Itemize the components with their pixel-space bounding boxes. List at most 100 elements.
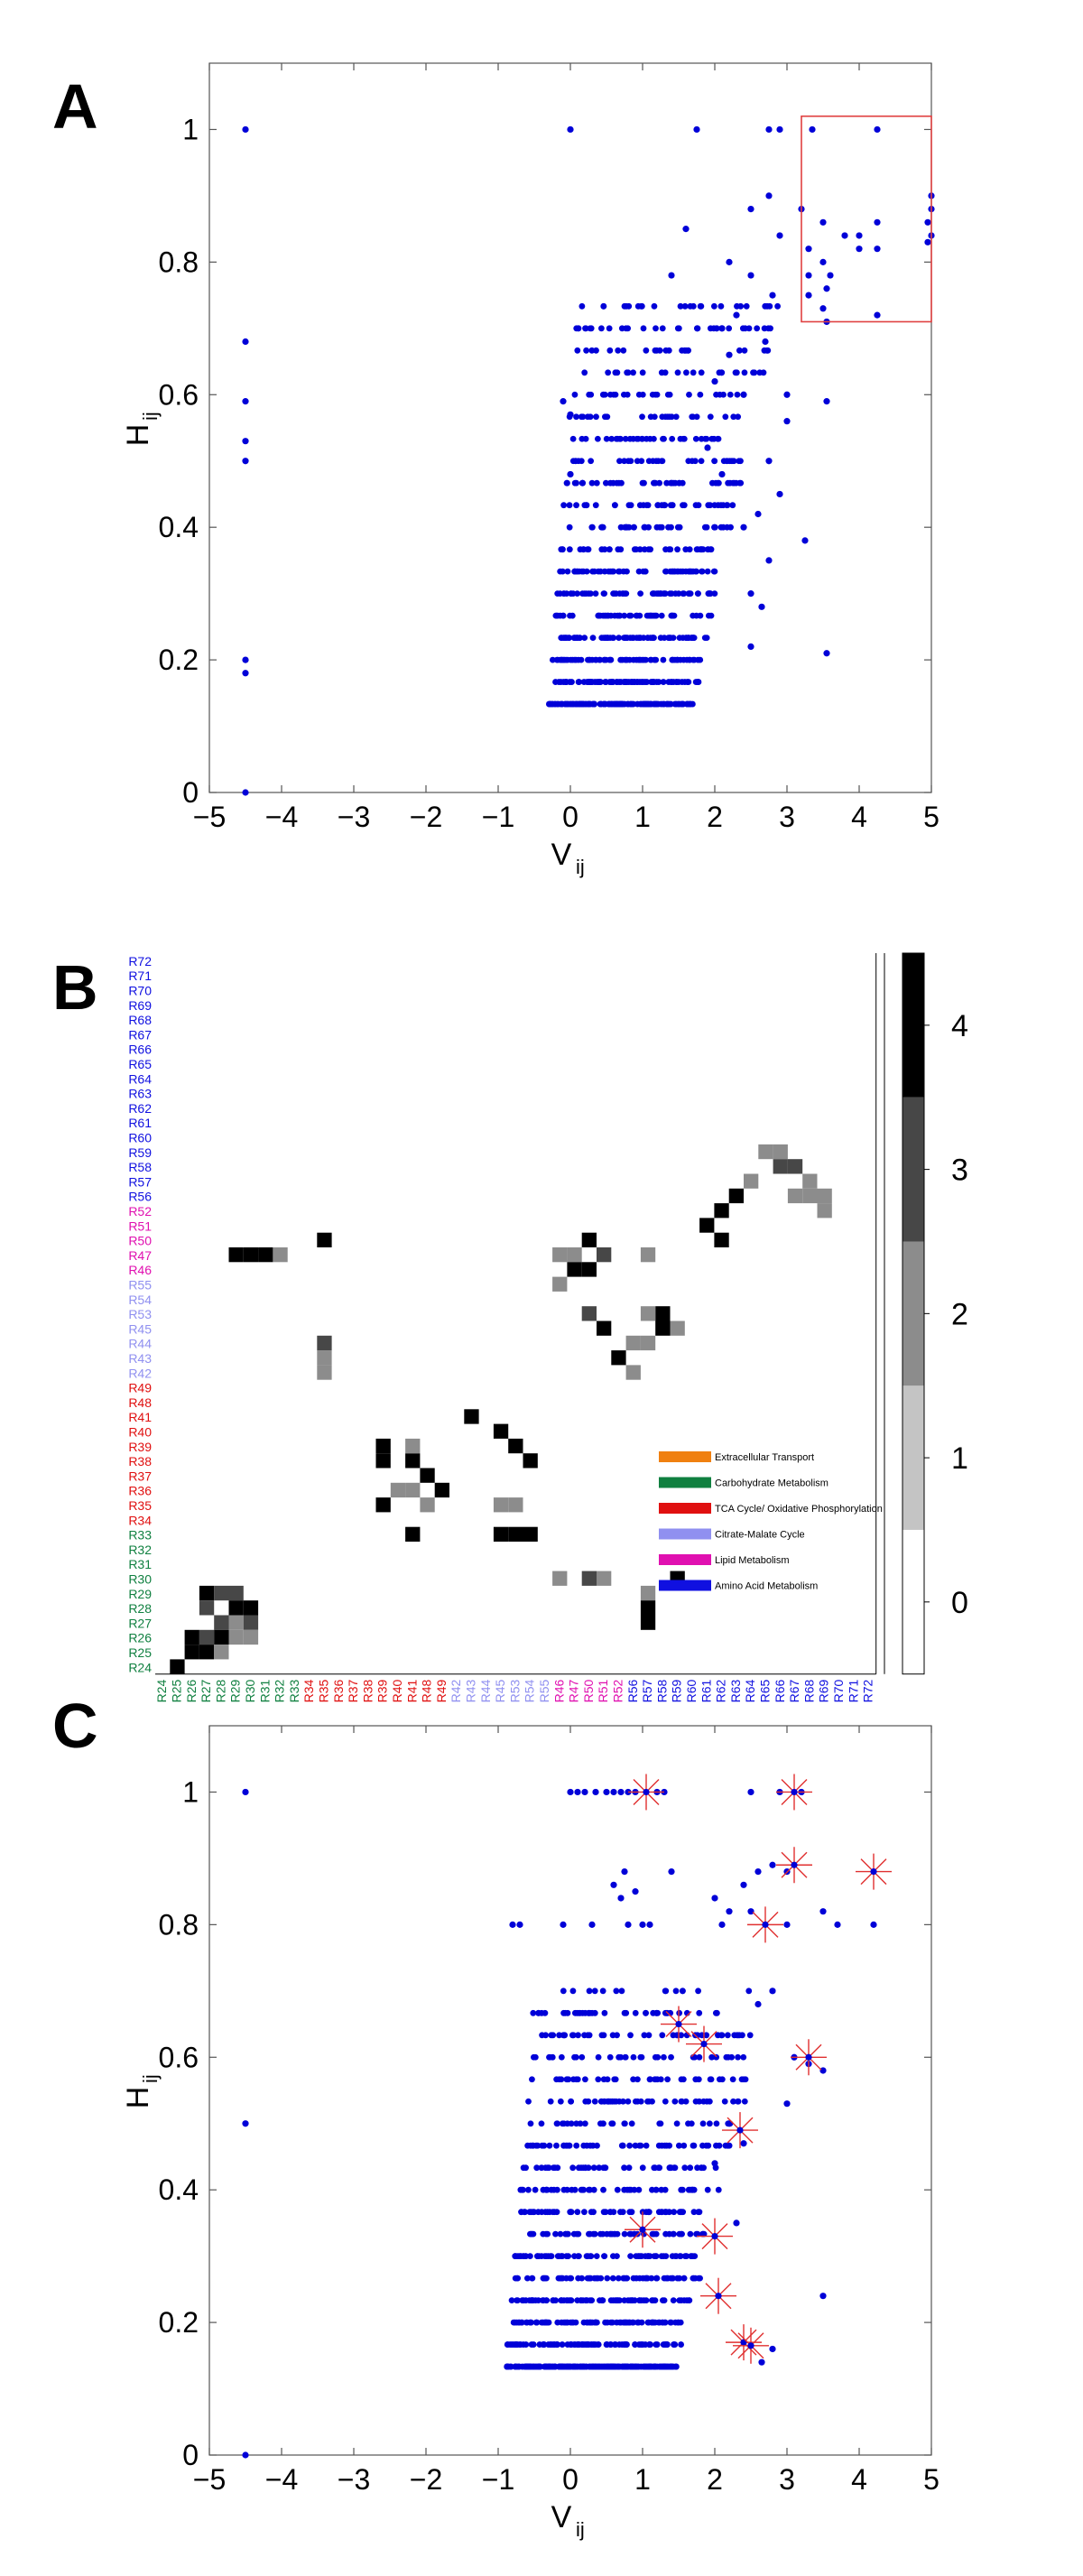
row-label: R34 xyxy=(128,1513,152,1527)
data-point xyxy=(666,2230,673,2238)
data-point xyxy=(766,302,773,310)
data-point xyxy=(718,369,726,376)
column-label: R71 xyxy=(846,1679,860,1702)
data-point xyxy=(619,656,625,663)
data-point xyxy=(693,125,700,134)
data-point xyxy=(680,568,687,575)
data-point xyxy=(654,502,662,509)
data-point xyxy=(544,2363,551,2370)
data-point xyxy=(717,302,725,310)
data-point xyxy=(559,2253,566,2260)
data-point xyxy=(692,679,699,685)
data-point xyxy=(568,2120,575,2127)
heatmap-cell xyxy=(228,1247,244,1263)
column-label: R31 xyxy=(257,1679,272,1702)
data-point xyxy=(587,413,594,421)
data-point xyxy=(635,568,643,575)
x-tick-label: −4 xyxy=(265,801,298,833)
data-point xyxy=(692,568,699,575)
data-point xyxy=(743,302,750,310)
data-point xyxy=(834,1921,841,1928)
data-point xyxy=(659,325,666,332)
data-point xyxy=(512,2253,519,2260)
x-tick-label: 5 xyxy=(923,801,940,833)
data-point xyxy=(534,2253,541,2260)
data-point xyxy=(742,2076,749,2083)
heatmap-cell xyxy=(405,1453,421,1469)
data-point xyxy=(747,272,754,279)
data-point xyxy=(609,2032,616,2039)
data-point xyxy=(548,2032,555,2039)
data-point xyxy=(605,369,612,376)
heatmap-cell xyxy=(420,1468,435,1483)
data-point xyxy=(622,679,629,685)
x-tick-label: 1 xyxy=(634,801,651,833)
y-tick-label: 0.6 xyxy=(159,2041,199,2073)
data-point xyxy=(783,391,791,398)
data-point xyxy=(556,2076,563,2083)
data-point xyxy=(587,679,594,685)
data-point xyxy=(628,2209,635,2216)
data-point xyxy=(592,2319,599,2326)
column-label: R59 xyxy=(670,1679,684,1702)
data-point xyxy=(558,2363,565,2370)
row-label: R63 xyxy=(128,1087,152,1101)
data-point xyxy=(737,302,745,310)
data-point xyxy=(622,590,628,598)
data-point xyxy=(783,1921,791,1928)
row-label: R64 xyxy=(128,1071,152,1086)
colorbar-tick-label: 4 xyxy=(951,1009,968,1043)
data-point xyxy=(554,2186,560,2193)
highlight-star xyxy=(856,1853,892,1890)
data-point xyxy=(589,635,597,642)
heatmap-cell xyxy=(214,1645,229,1660)
data-point xyxy=(616,2053,623,2061)
data-point xyxy=(615,347,622,354)
data-point xyxy=(646,2253,653,2260)
heatmap-cell xyxy=(170,1659,185,1674)
data-point xyxy=(511,2341,518,2348)
data-point xyxy=(560,398,567,405)
data-point xyxy=(690,369,697,376)
heatmap-cell xyxy=(228,1585,244,1601)
colorbar-tick-label: 0 xyxy=(951,1586,968,1620)
heatmap-cell xyxy=(597,1320,612,1336)
data-point xyxy=(704,546,711,553)
data-point xyxy=(560,1921,567,1928)
column-label: R28 xyxy=(213,1679,227,1702)
heatmap-cell xyxy=(640,1585,656,1601)
data-point xyxy=(764,347,772,354)
data-point xyxy=(633,2275,640,2282)
row-label: R72 xyxy=(128,954,152,968)
data-point xyxy=(631,2186,638,2193)
data-point xyxy=(560,1988,567,1995)
data-point xyxy=(666,635,672,642)
y-axis-label-group: Hij xyxy=(121,412,162,446)
data-point xyxy=(629,2319,636,2326)
heatmap-cell xyxy=(508,1438,523,1454)
highlight-star xyxy=(726,2324,762,2361)
data-point xyxy=(668,1868,675,1876)
data-point xyxy=(692,435,699,442)
colorbar-tick-label: 1 xyxy=(951,1441,968,1476)
data-point xyxy=(532,2319,540,2326)
data-point xyxy=(680,2142,688,2149)
data-point xyxy=(617,435,624,442)
data-point xyxy=(591,2230,598,2238)
data-point xyxy=(662,2209,670,2216)
data-point xyxy=(713,325,720,332)
heatmap-cell xyxy=(611,1350,626,1366)
data-point xyxy=(659,2032,666,2039)
data-point xyxy=(546,2142,553,2149)
data-point xyxy=(721,2098,728,2105)
legend-swatch xyxy=(659,1554,711,1565)
data-point xyxy=(680,502,686,509)
data-point xyxy=(697,656,704,663)
x-tick-label: −1 xyxy=(482,2463,514,2496)
y-tick-label: 1 xyxy=(182,1775,199,1808)
data-point xyxy=(559,700,566,708)
data-point xyxy=(693,612,700,619)
heatmap-cell xyxy=(228,1615,244,1630)
data-point xyxy=(673,568,680,575)
heatmap-cell xyxy=(597,1247,612,1263)
